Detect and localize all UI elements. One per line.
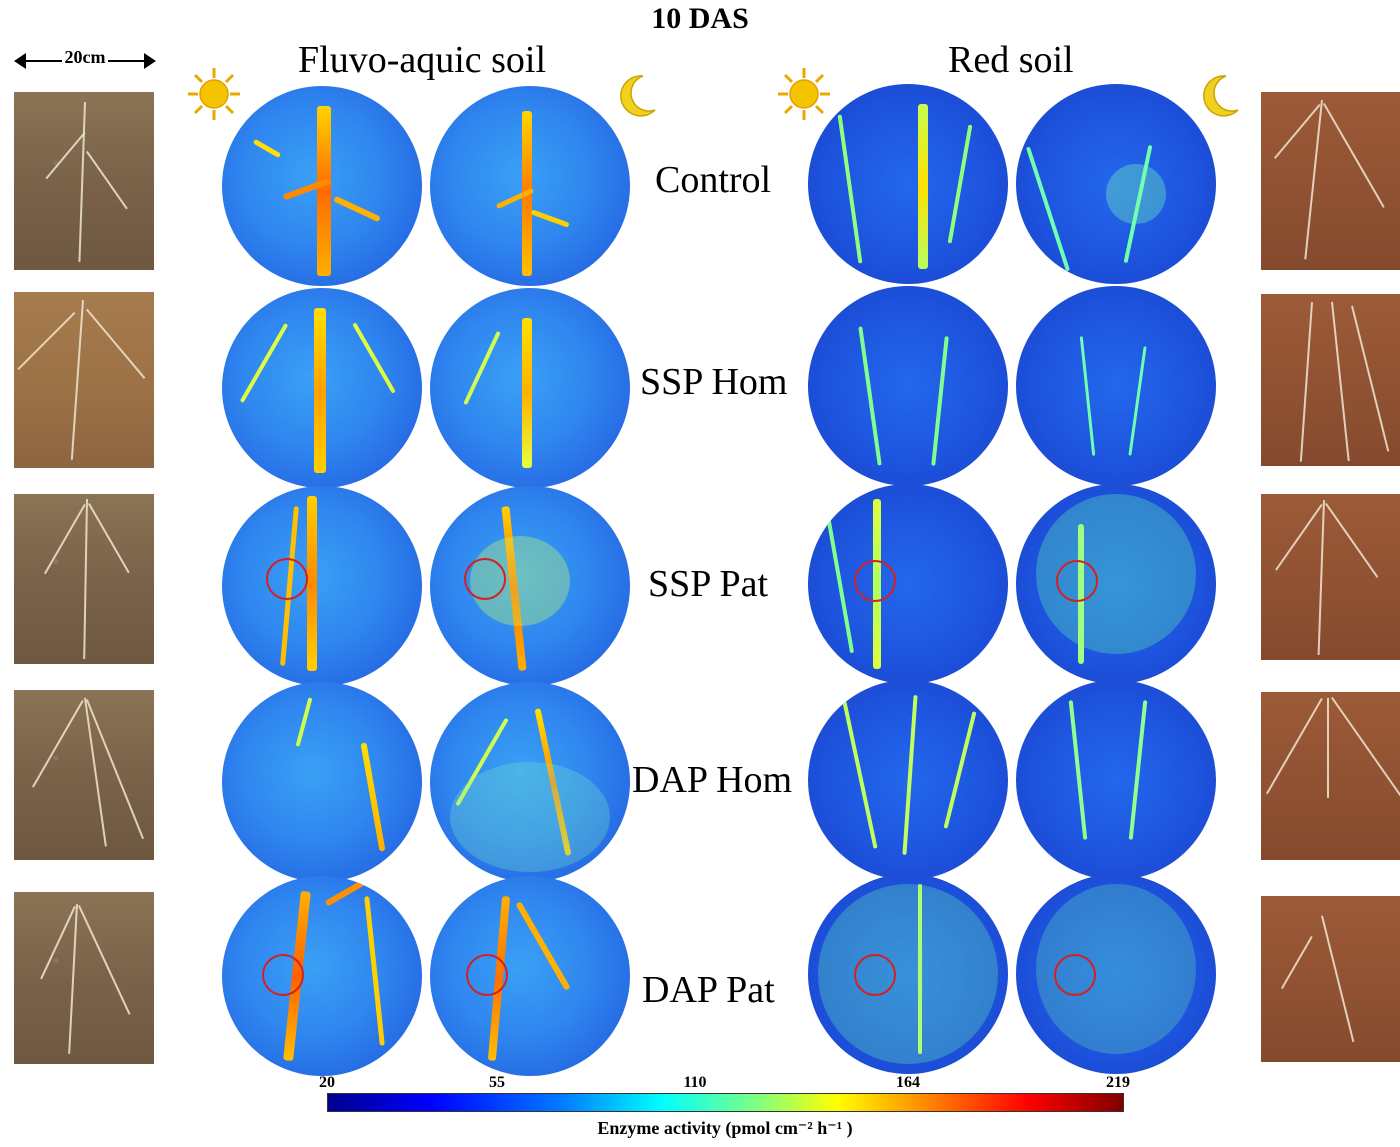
- zymogram-fluvo-day-dap-hom: [222, 682, 422, 882]
- root-photo-fluvo-dap-hom: [14, 690, 154, 860]
- zymogram-fluvo-day-control: [222, 86, 422, 286]
- row-label-dap-hom: DAP Hom: [632, 759, 793, 801]
- colorbar-tick: 20: [319, 1074, 335, 1091]
- sun-icon: [778, 68, 830, 120]
- colorbar-tick: 164: [896, 1074, 920, 1091]
- zymogram-red-day-dap-hom: [808, 680, 1008, 880]
- row-label-dap-pat: DAP Pat: [642, 969, 775, 1011]
- highlight-ring: [854, 954, 896, 996]
- zymogram-red-day-dap-pat: [808, 874, 1008, 1074]
- highlight-ring: [464, 558, 506, 600]
- row-label-ssp-hom: SSP Hom: [640, 361, 788, 403]
- arrow-left-icon: [14, 53, 26, 69]
- figure-title: 10 DAS: [651, 2, 749, 35]
- zymogram-red-night-dap-pat: [1016, 874, 1216, 1074]
- highlight-ring: [1054, 954, 1096, 996]
- scale-bar: 20cm: [14, 47, 156, 74]
- zymogram-fluvo-day-ssp-pat: [222, 486, 422, 686]
- zymogram-red-night-ssp-pat: [1016, 484, 1216, 684]
- zymogram-red-night-control: [1016, 84, 1216, 284]
- zymogram-red-day-control: [808, 84, 1008, 284]
- zymogram-fluvo-night-ssp-hom: [430, 288, 630, 488]
- scale-label: 20cm: [61, 47, 109, 67]
- zymogram-red-day-ssp-pat: [808, 484, 1008, 684]
- colorbar: [327, 1093, 1124, 1112]
- zymogram-red-night-dap-hom: [1016, 680, 1216, 880]
- colorbar-tick: 110: [683, 1074, 707, 1091]
- zymogram-fluvo-day-ssp-hom: [222, 288, 422, 488]
- highlight-ring: [854, 560, 896, 602]
- root-photo-fluvo-control: [14, 92, 154, 270]
- highlight-ring: [466, 954, 508, 996]
- row-label-control: Control: [655, 159, 772, 201]
- arrow-right-icon: [144, 53, 156, 69]
- highlight-ring: [262, 954, 304, 996]
- root-photo-fluvo-ssp-pat: [14, 494, 154, 664]
- moon-icon: [620, 75, 656, 117]
- root-photo-red-ssp-hom: [1261, 294, 1400, 466]
- zymogram-fluvo-night-ssp-pat: [430, 486, 630, 686]
- root-photo-red-dap-pat: [1261, 896, 1400, 1062]
- root-photo-fluvo-ssp-hom: [14, 292, 154, 468]
- moon-icon: [1203, 75, 1239, 117]
- colorbar-tick: 219: [1106, 1074, 1130, 1091]
- zymogram-fluvo-night-control: [430, 86, 630, 286]
- highlight-ring: [1056, 560, 1098, 602]
- row-label-ssp-pat: SSP Pat: [648, 563, 769, 605]
- highlight-ring: [266, 558, 308, 600]
- colorbar-tick: 55: [489, 1074, 505, 1091]
- root-photo-red-dap-hom: [1261, 692, 1400, 860]
- zymogram-red-day-ssp-hom: [808, 286, 1008, 486]
- zymogram-fluvo-night-dap-pat: [430, 876, 630, 1076]
- root-photo-red-control: [1261, 92, 1400, 270]
- root-photo-red-ssp-pat: [1261, 494, 1400, 660]
- sun-icon: [188, 68, 240, 120]
- soil-label-red: Red soil: [948, 39, 1074, 81]
- soil-label-fluvo-aquic: Fluvo-aquic soil: [298, 39, 547, 81]
- zymogram-red-night-ssp-hom: [1016, 286, 1216, 486]
- colorbar-title: Enzyme activity (pmol cm⁻² h⁻¹ ): [597, 1118, 853, 1138]
- root-photo-fluvo-dap-pat: [14, 892, 154, 1064]
- zymogram-fluvo-day-dap-pat: [222, 876, 422, 1076]
- zymogram-fluvo-night-dap-hom: [430, 682, 630, 882]
